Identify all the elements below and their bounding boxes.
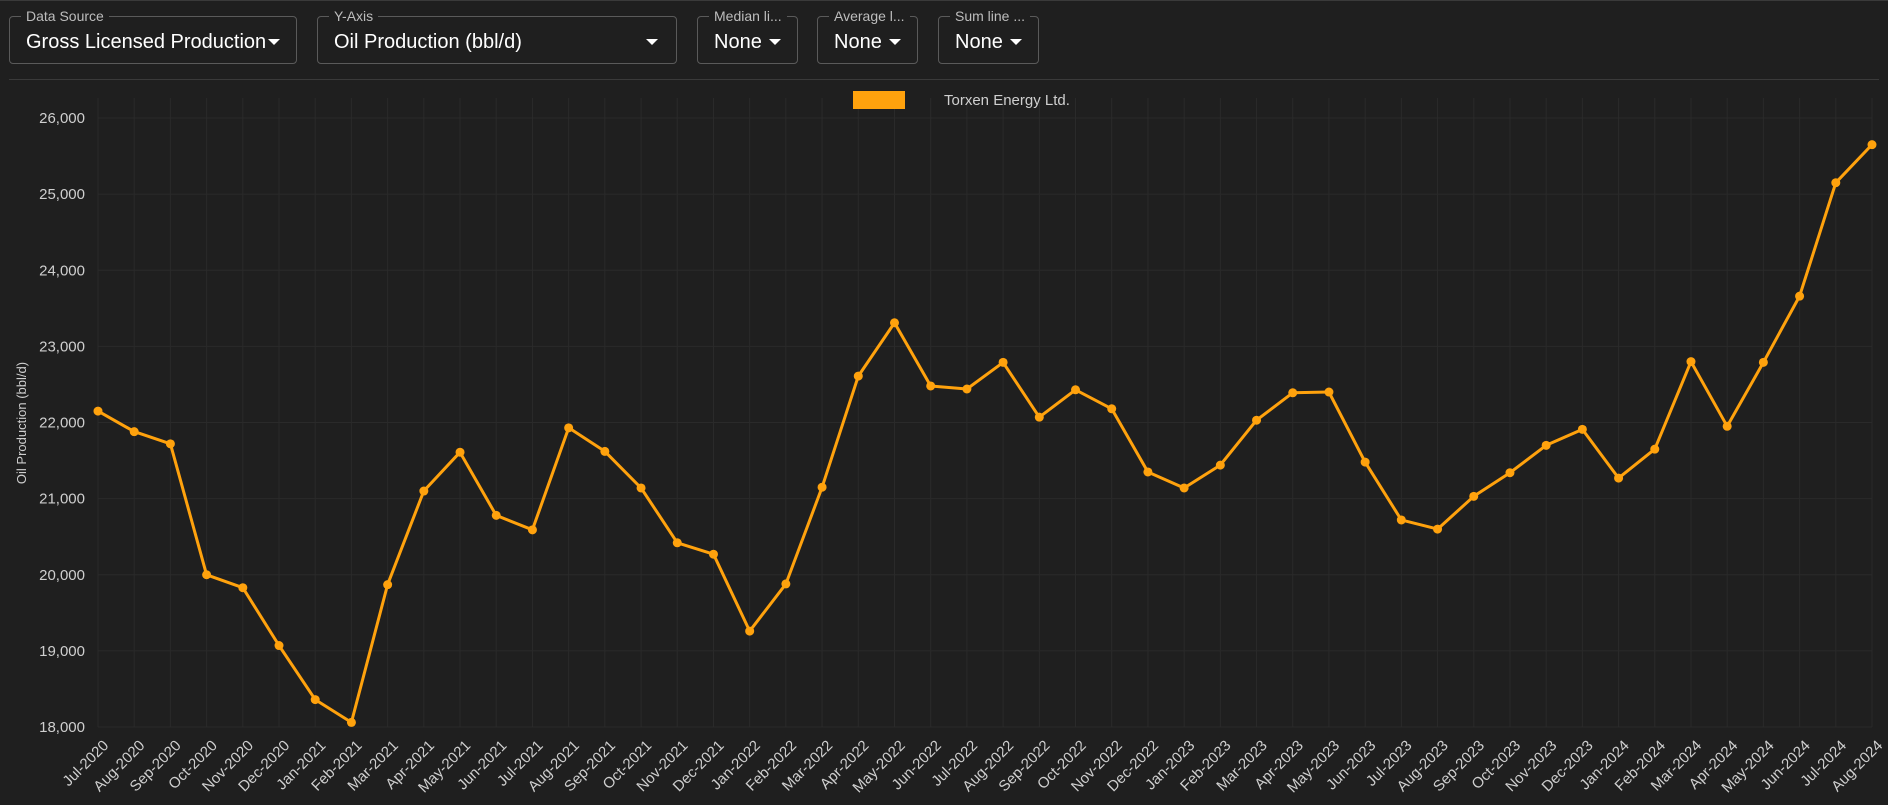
x-axis: Jul-2020Aug-2020Sep-2020Oct-2020Nov-2020…: [59, 737, 1886, 796]
data-point[interactable]: [636, 483, 646, 493]
data-point[interactable]: [202, 570, 212, 580]
y-tick-label: 19,000: [39, 643, 85, 660]
chart-controls: Data Source Gross Licensed Production Y-…: [0, 0, 1888, 80]
chart-grid: [97, 98, 1873, 728]
y-axis-select[interactable]: Y-Axis Oil Production (bbl/d): [317, 8, 677, 64]
chevron-down-icon: [889, 39, 901, 45]
average-line-label: Average l...: [829, 8, 910, 24]
data-point[interactable]: [1867, 140, 1877, 150]
chevron-down-icon: [268, 39, 280, 45]
data-point[interactable]: [93, 406, 103, 416]
chevron-down-icon: [1010, 39, 1022, 45]
controls-divider: [9, 79, 1879, 80]
data-point[interactable]: [1433, 524, 1443, 534]
oil-production-line-chart: 18,000 19,000 20,000 21,000 22,000 23,000 24,0…: [14, 91, 1886, 796]
legend-swatch: [853, 91, 905, 109]
data-point[interactable]: [527, 525, 537, 535]
data-point[interactable]: [1722, 421, 1732, 431]
data-point[interactable]: [962, 384, 972, 394]
data-point[interactable]: [1686, 357, 1696, 367]
data-point[interactable]: [889, 318, 899, 328]
data-point[interactable]: [708, 549, 718, 559]
data-point[interactable]: [1577, 424, 1587, 434]
data-point[interactable]: [1252, 415, 1262, 425]
data-point[interactable]: [1541, 440, 1551, 450]
data-point[interactable]: [745, 626, 755, 636]
data-point[interactable]: [1215, 460, 1225, 470]
data-point[interactable]: [600, 446, 610, 456]
window-top-border: [0, 0, 1888, 1]
y-axis: 18,000 19,000 20,000 21,000 22,000 23,000 24,0…: [39, 110, 85, 736]
data-point[interactable]: [781, 579, 791, 589]
data-point[interactable]: [129, 427, 139, 437]
data-source-value: Gross Licensed Production: [26, 31, 267, 53]
data-point[interactable]: [1758, 357, 1768, 367]
average-line-select[interactable]: Average l... None: [817, 8, 918, 64]
data-point[interactable]: [998, 357, 1008, 367]
data-point[interactable]: [853, 371, 863, 381]
y-tick-label: 20,000: [39, 567, 85, 584]
data-point[interactable]: [1071, 385, 1081, 395]
series-line: [97, 143, 1874, 724]
median-line-value: None: [714, 31, 762, 53]
data-point[interactable]: [564, 423, 574, 433]
y-tick-label: 22,000: [39, 415, 85, 432]
y-axis-title: Oil Production (bbl/d): [14, 362, 29, 484]
data-point[interactable]: [1107, 404, 1117, 414]
data-point[interactable]: [672, 538, 682, 548]
data-point[interactable]: [1505, 468, 1515, 478]
data-point[interactable]: [1650, 444, 1660, 454]
average-line-value: None: [834, 31, 882, 53]
y-tick-label: 25,000: [39, 186, 85, 203]
chevron-down-icon: [646, 39, 658, 45]
chart-legend[interactable]: Torxen Energy Ltd.: [853, 91, 1070, 109]
y-tick-label: 26,000: [39, 110, 85, 127]
data-point[interactable]: [1795, 291, 1805, 301]
y-tick-label: 24,000: [39, 262, 85, 279]
chevron-down-icon: [769, 39, 781, 45]
data-point[interactable]: [1831, 178, 1841, 188]
data-point[interactable]: [1360, 457, 1370, 467]
data-point[interactable]: [1288, 388, 1298, 398]
data-point[interactable]: [238, 583, 248, 593]
data-point[interactable]: [491, 510, 501, 520]
data-point[interactable]: [1324, 387, 1334, 397]
data-point[interactable]: [310, 695, 320, 705]
data-point[interactable]: [419, 486, 429, 496]
data-point[interactable]: [383, 580, 393, 590]
series-torxen-energy: [93, 140, 1877, 727]
data-point[interactable]: [274, 641, 284, 651]
data-point[interactable]: [1034, 412, 1044, 422]
data-point[interactable]: [165, 439, 175, 449]
sum-line-value: None: [955, 31, 1003, 53]
sum-line-select[interactable]: Sum line ... None: [938, 8, 1039, 64]
data-point[interactable]: [1614, 473, 1624, 483]
data-point[interactable]: [455, 447, 465, 457]
median-line-label: Median li...: [709, 8, 787, 24]
data-point[interactable]: [1396, 515, 1406, 525]
sum-line-label: Sum line ...: [950, 8, 1031, 24]
data-source-select[interactable]: Data Source Gross Licensed Production: [9, 8, 297, 64]
y-tick-label: 18,000: [39, 719, 85, 736]
data-point[interactable]: [346, 717, 356, 727]
data-point[interactable]: [1179, 483, 1189, 493]
y-axis-label: Y-Axis: [329, 8, 379, 24]
y-tick-label: 21,000: [39, 491, 85, 508]
data-point[interactable]: [1143, 467, 1153, 477]
data-source-label: Data Source: [21, 8, 109, 24]
y-tick-label: 23,000: [39, 338, 85, 355]
data-point[interactable]: [817, 482, 827, 492]
data-point[interactable]: [926, 381, 936, 391]
legend-label: Torxen Energy Ltd.: [944, 92, 1070, 109]
y-axis-value: Oil Production (bbl/d): [334, 31, 522, 53]
data-point[interactable]: [1469, 491, 1479, 501]
median-line-select[interactable]: Median li... None: [697, 8, 798, 64]
